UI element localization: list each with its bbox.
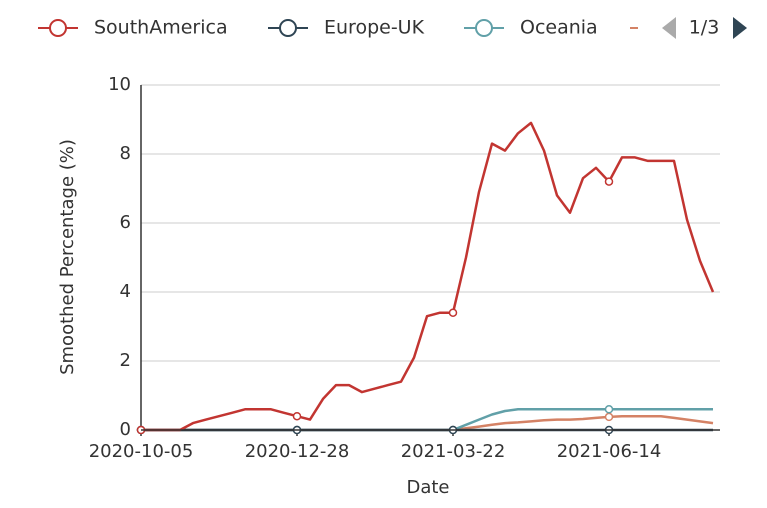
y-axis-title: Smoothed Percentage (%) xyxy=(57,139,78,375)
legend-next[interactable] xyxy=(733,17,747,39)
legend-label: SouthAmerica xyxy=(94,17,228,39)
x-tick-label: 2020-10-05 xyxy=(89,441,194,462)
legend-item[interactable]: Europe-UK xyxy=(268,17,425,39)
legend-icon xyxy=(475,19,493,37)
y-tick-label: 6 xyxy=(120,212,131,233)
y-tick-label: 0 xyxy=(120,419,131,440)
x-axis-title: Date xyxy=(406,477,449,498)
series-line xyxy=(141,408,713,432)
y-tick-label: 10 xyxy=(108,74,131,95)
series-line xyxy=(141,121,715,432)
y-tick-label: 2 xyxy=(120,350,131,371)
point xyxy=(604,412,614,422)
point xyxy=(604,405,614,414)
legend-item[interactable]: SouthAmerica xyxy=(38,17,228,39)
x-tick-label: 2021-03-22 xyxy=(401,441,506,462)
point xyxy=(448,308,458,317)
legend-prev[interactable] xyxy=(662,17,676,39)
series-line xyxy=(141,414,714,432)
legend-icon xyxy=(279,19,297,37)
legend-item[interactable]: Oceania xyxy=(464,17,598,39)
legend-label: Oceania xyxy=(520,17,598,39)
y-tick-label: 8 xyxy=(120,143,131,164)
legend-icon xyxy=(49,19,67,37)
point xyxy=(604,177,614,186)
point xyxy=(292,411,302,421)
x-tick-label: 2021-06-14 xyxy=(557,441,662,462)
y-tick-label: 4 xyxy=(120,281,131,302)
x-tick-label: 2020-12-28 xyxy=(245,441,350,462)
legend-page: 1/3 xyxy=(689,17,720,39)
legend-label: Europe-UK xyxy=(324,17,425,39)
